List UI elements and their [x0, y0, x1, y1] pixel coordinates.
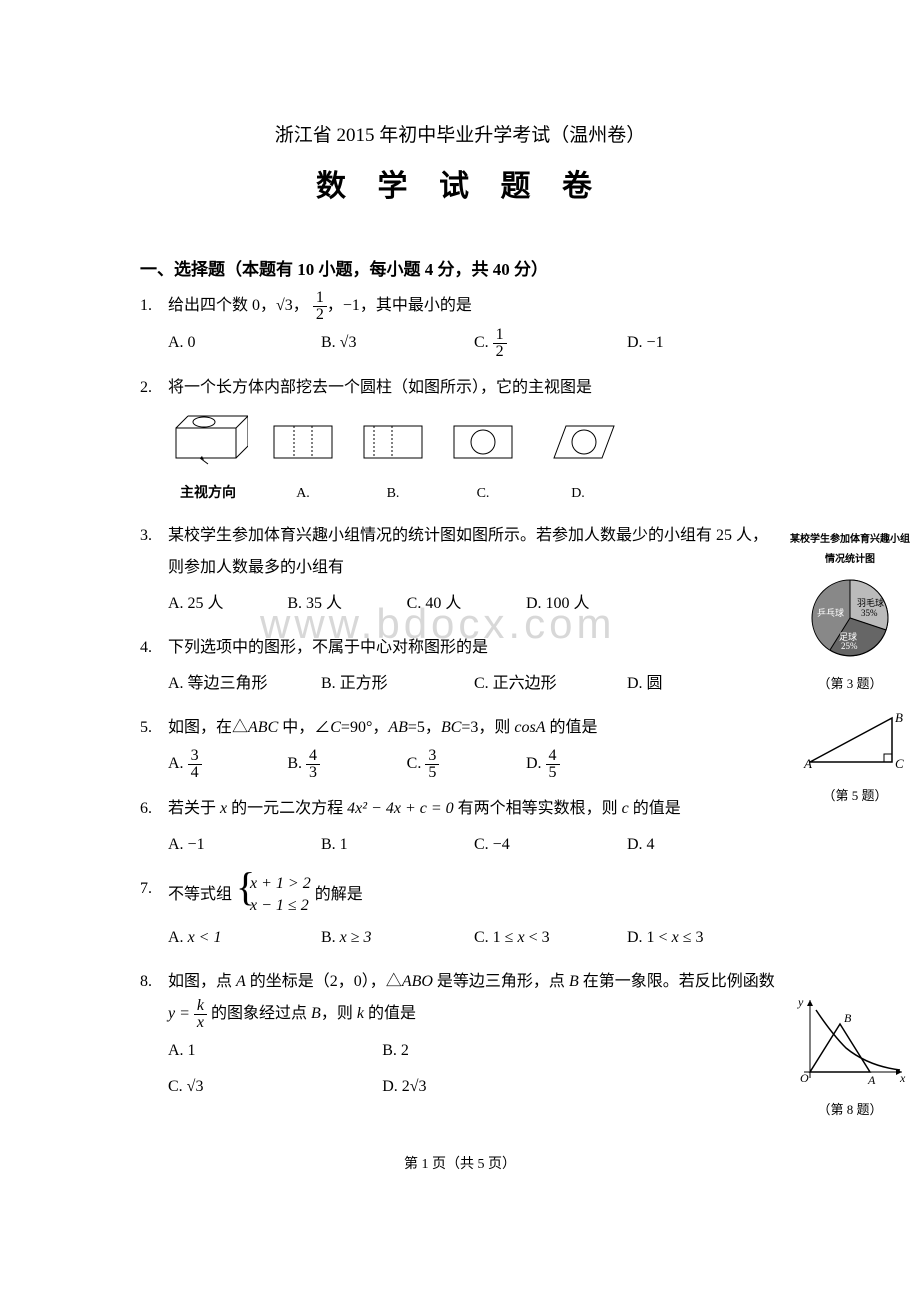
q8-choice-b: B. 2	[382, 1035, 596, 1067]
q1-choice-c: C. 12	[474, 327, 627, 360]
svg-text:O: O	[800, 1071, 809, 1085]
q5-choice-b: B. 43	[287, 748, 406, 781]
question-6: 6. 若关于 x 的一元二次方程 4x² − 4x + c = 0 有两个相等实…	[140, 793, 780, 861]
q6-choice-d: D. 4	[627, 829, 780, 861]
q6-choice-b: B. 1	[321, 829, 474, 861]
q5-choice-d: D. 45	[526, 748, 645, 781]
q4-choice-b: B. 正方形	[321, 668, 474, 700]
q6-choice-a: A. −1	[168, 829, 321, 861]
q5-triangle-figure: A B C （第 5 题）	[800, 710, 910, 809]
question-1: 1. 给出四个数 0，√3， 12，−1，其中最小的是 A. 0 B. √3 C…	[140, 290, 780, 360]
question-2: 2. 将一个长方体内部挖去一个圆柱（如图所示），它的主视图是 主视方向 A. B…	[140, 372, 780, 508]
q-number: 4.	[140, 632, 152, 664]
q2-choice-d: D.	[538, 420, 618, 508]
q2-text: 将一个长方体内部挖去一个圆柱（如图所示），它的主视图是	[168, 379, 592, 396]
page-footer: 第 1 页（共 5 页）	[140, 1153, 780, 1173]
q1-choice-b: B. √3	[321, 327, 474, 360]
q-number: 3.	[140, 520, 152, 552]
q3-choice-c: C. 40 人	[407, 588, 526, 620]
q8-graph-figure: O A B x y （第 8 题）	[790, 994, 910, 1123]
svg-text:x: x	[899, 1071, 906, 1085]
q3-choice-d: D. 100 人	[526, 588, 645, 620]
q4-choice-a: A. 等边三角形	[168, 668, 321, 700]
svg-text:乒乓球: 乒乓球	[817, 607, 844, 618]
q2-choice-b: B.	[358, 420, 428, 508]
q4-choice-d: D. 圆	[627, 668, 780, 700]
question-4: 4. 下列选项中的图形，不属于中心对称图形的是 A. 等边三角形 B. 正方形 …	[140, 632, 780, 700]
q1-choice-d: D. −1	[627, 327, 780, 360]
q-number: 7.	[140, 873, 152, 905]
q2-choice-a: A.	[268, 420, 338, 508]
question-3: 3. 某校学生参加体育兴趣小组情况的统计图如图所示。若参加人数最少的小组有 25…	[140, 520, 780, 620]
paper-title: 数 学 试 题 卷	[140, 161, 780, 205]
q8-choice-a: A. 1	[168, 1035, 382, 1067]
q3-text-1: 某校学生参加体育兴趣小组情况的统计图如图所示。若参加人数最少的小组有 25 人，	[168, 527, 768, 544]
sqrt3: √3	[276, 297, 293, 314]
question-8: 8. 如图，点 A 的坐标是（2，0），△ABO 是等边三角形，点 B 在第一象…	[140, 966, 780, 1103]
q7-choice-d: D. 1 < x ≤ 3	[627, 922, 780, 954]
question-7: 7. 不等式组 x + 1 > 2 x − 1 ≤ 2 的解是 A. x < 1…	[140, 873, 780, 954]
q-number: 2.	[140, 372, 152, 404]
svg-text:B: B	[895, 710, 903, 725]
exam-title: 浙江省 2015 年初中毕业升学考试（温州卷）	[140, 120, 780, 147]
q1-text: 给出四个数 0，	[168, 297, 276, 314]
q3-choice-a: A. 25 人	[168, 588, 287, 620]
q4-text: 下列选项中的图形，不属于中心对称图形的是	[168, 639, 488, 656]
svg-text:C: C	[895, 756, 904, 771]
q-number: 1.	[140, 290, 152, 322]
frac-1-2: 12	[313, 290, 327, 323]
svg-text:羽毛球: 羽毛球	[857, 597, 884, 608]
q3-text-2: 则参加人数最多的小组有	[168, 552, 780, 584]
svg-text:y: y	[797, 995, 804, 1009]
q2-prism-figure: 主视方向	[168, 410, 248, 508]
svg-text:B: B	[844, 1011, 852, 1025]
inequality-system: x + 1 > 2 x − 1 ≤ 2	[236, 873, 311, 918]
q6-choice-c: C. −4	[474, 829, 627, 861]
q5-choice-a: A. 34	[168, 748, 287, 781]
q7-choice-b: B. x ≥ 3	[321, 922, 474, 954]
q7-choice-a: A. x < 1	[168, 922, 321, 954]
q-number: 6.	[140, 793, 152, 825]
q8-choice-d: D. 2√3	[382, 1071, 596, 1103]
q4-choice-c: C. 正六边形	[474, 668, 627, 700]
question-5: 5. 如图，在△ABC 中，∠C=90°，AB=5，BC=3，则 cosA 的值…	[140, 712, 780, 781]
q-number: 8.	[140, 966, 152, 998]
section-heading: 一、选择题（本题有 10 小题，每小题 4 分，共 40 分）	[140, 255, 780, 280]
q-number: 5.	[140, 712, 152, 744]
q1-choice-a: A. 0	[168, 327, 321, 360]
svg-text:A: A	[867, 1073, 876, 1086]
svg-text:25%: 25%	[841, 641, 858, 651]
q3-choice-b: B. 35 人	[287, 588, 406, 620]
svg-text:35%: 35%	[861, 608, 878, 618]
q2-choice-c: C.	[448, 420, 518, 508]
q7-choice-c: C. 1 ≤ x < 3	[474, 922, 627, 954]
svg-text:A: A	[803, 756, 812, 771]
q5-choice-c: C. 35	[407, 748, 526, 781]
q3-pie-chart: 某校学生参加体育兴趣小组 情况统计图 乒乓球 羽毛球 35% 足球 25% （第…	[790, 530, 910, 697]
q8-choice-c: C. √3	[168, 1071, 382, 1103]
